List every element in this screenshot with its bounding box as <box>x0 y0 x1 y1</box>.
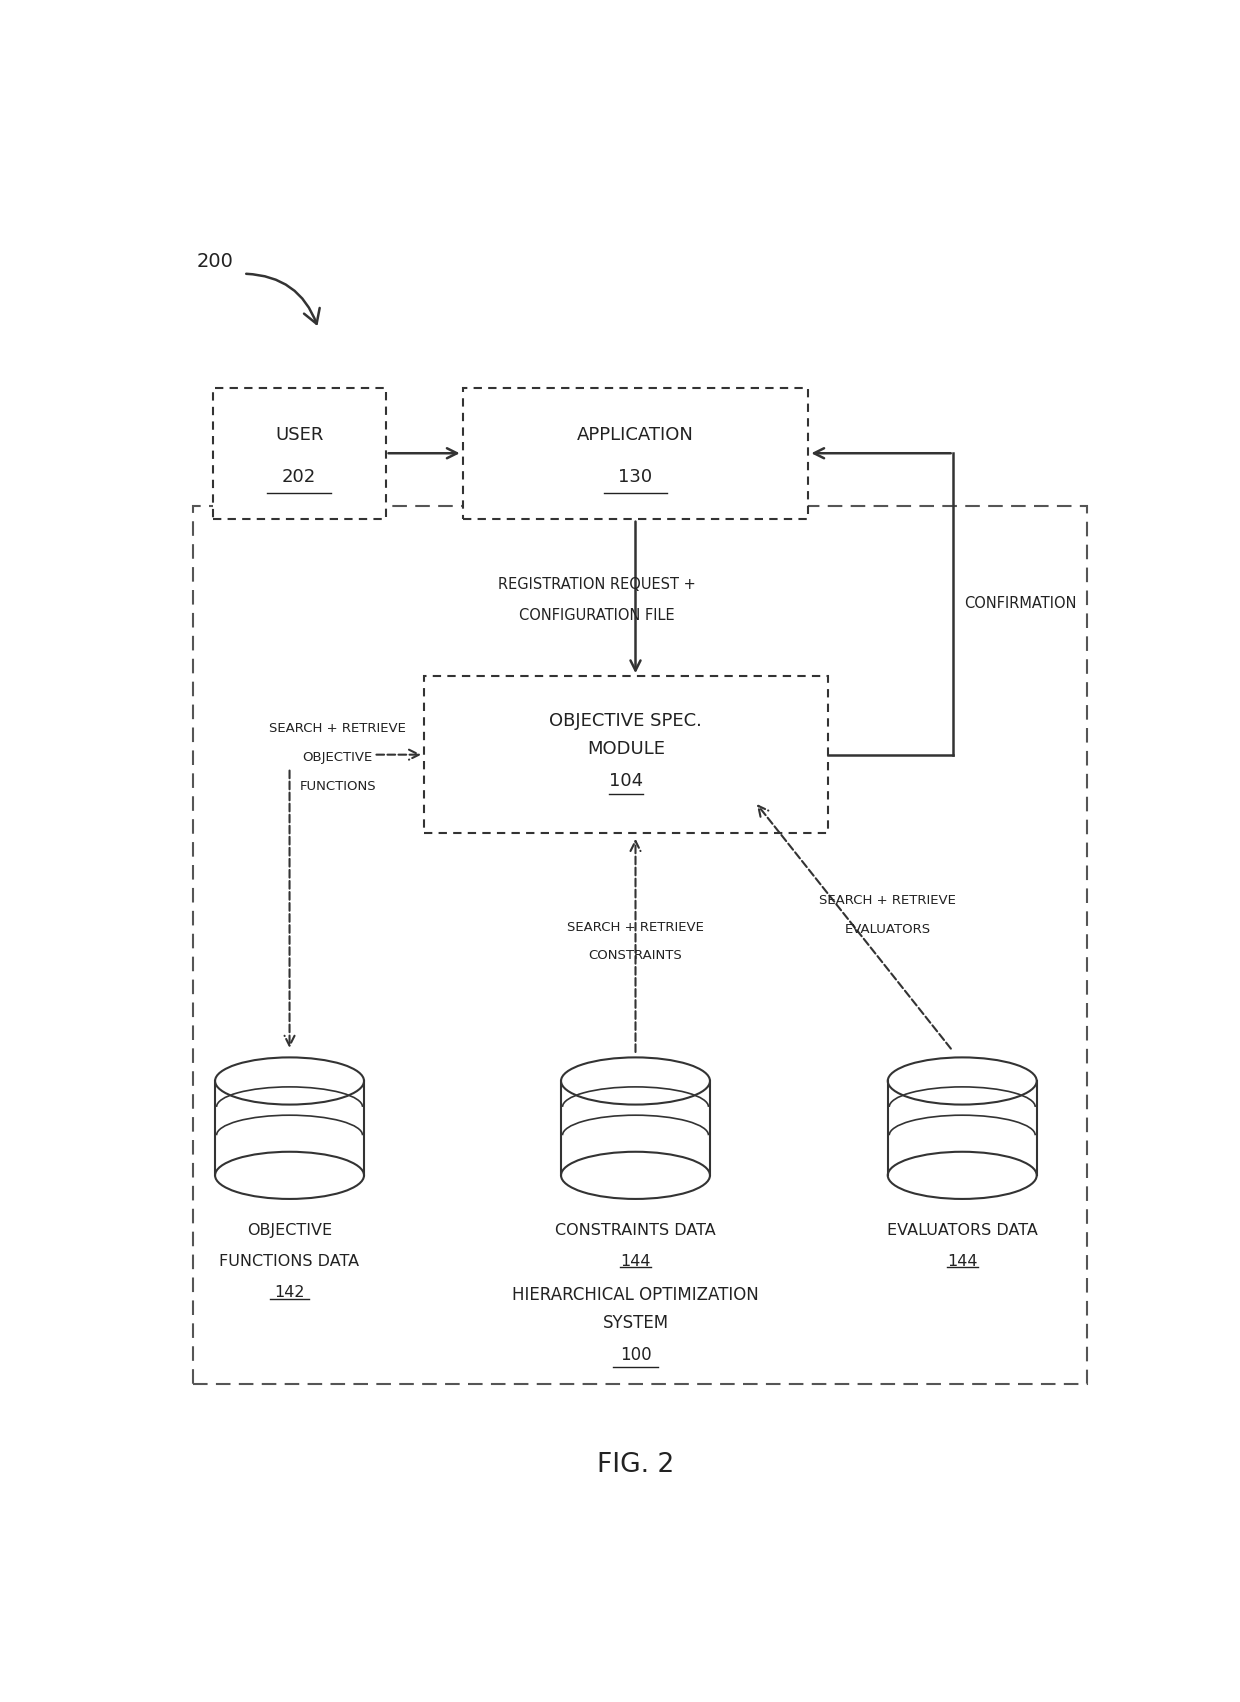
Text: 130: 130 <box>619 468 652 485</box>
Text: SEARCH + RETRIEVE: SEARCH + RETRIEVE <box>567 921 704 933</box>
Text: 142: 142 <box>274 1285 305 1300</box>
Bar <box>463 388 808 519</box>
Text: CONSTRAINTS DATA: CONSTRAINTS DATA <box>556 1222 715 1237</box>
Text: 100: 100 <box>620 1346 651 1363</box>
Ellipse shape <box>215 1152 365 1198</box>
Text: CONFIRMATION: CONFIRMATION <box>965 596 1076 611</box>
Text: CONSTRAINTS: CONSTRAINTS <box>589 950 682 962</box>
Text: FIG. 2: FIG. 2 <box>596 1452 675 1477</box>
Bar <box>215 1081 365 1176</box>
FancyArrowPatch shape <box>247 274 320 323</box>
Text: EVALUATORS: EVALUATORS <box>844 922 930 936</box>
Ellipse shape <box>560 1152 711 1198</box>
Text: 144: 144 <box>620 1254 651 1270</box>
Text: FUNCTIONS: FUNCTIONS <box>299 780 376 793</box>
Text: 144: 144 <box>947 1254 977 1270</box>
Text: EVALUATORS DATA: EVALUATORS DATA <box>887 1222 1038 1237</box>
Text: SEARCH + RETRIEVE: SEARCH + RETRIEVE <box>820 894 956 907</box>
Ellipse shape <box>888 1152 1037 1198</box>
Text: FUNCTIONS DATA: FUNCTIONS DATA <box>219 1254 360 1270</box>
Text: USER: USER <box>275 426 324 444</box>
Text: 200: 200 <box>197 252 234 271</box>
Text: APPLICATION: APPLICATION <box>577 426 694 444</box>
Text: 104: 104 <box>609 773 644 790</box>
Text: 202: 202 <box>281 468 316 485</box>
Bar <box>560 1081 711 1176</box>
Ellipse shape <box>215 1057 365 1105</box>
Text: OBJECTIVE SPEC.: OBJECTIVE SPEC. <box>549 711 702 730</box>
Text: MODULE: MODULE <box>587 740 665 759</box>
Text: OBJECTIVE: OBJECTIVE <box>247 1222 332 1237</box>
Bar <box>888 1081 1037 1176</box>
Text: HIERARCHICAL OPTIMIZATION: HIERARCHICAL OPTIMIZATION <box>512 1285 759 1304</box>
Text: CONFIGURATION FILE: CONFIGURATION FILE <box>520 608 675 623</box>
Text: SYSTEM: SYSTEM <box>603 1314 668 1333</box>
Bar <box>213 388 386 519</box>
Bar <box>193 505 1087 1384</box>
Ellipse shape <box>560 1057 711 1105</box>
Bar <box>424 676 828 834</box>
Text: OBJECTIVE: OBJECTIVE <box>303 751 373 764</box>
Ellipse shape <box>888 1057 1037 1105</box>
Text: REGISTRATION REQUEST +: REGISTRATION REQUEST + <box>498 577 696 592</box>
Text: SEARCH + RETRIEVE: SEARCH + RETRIEVE <box>269 722 405 735</box>
